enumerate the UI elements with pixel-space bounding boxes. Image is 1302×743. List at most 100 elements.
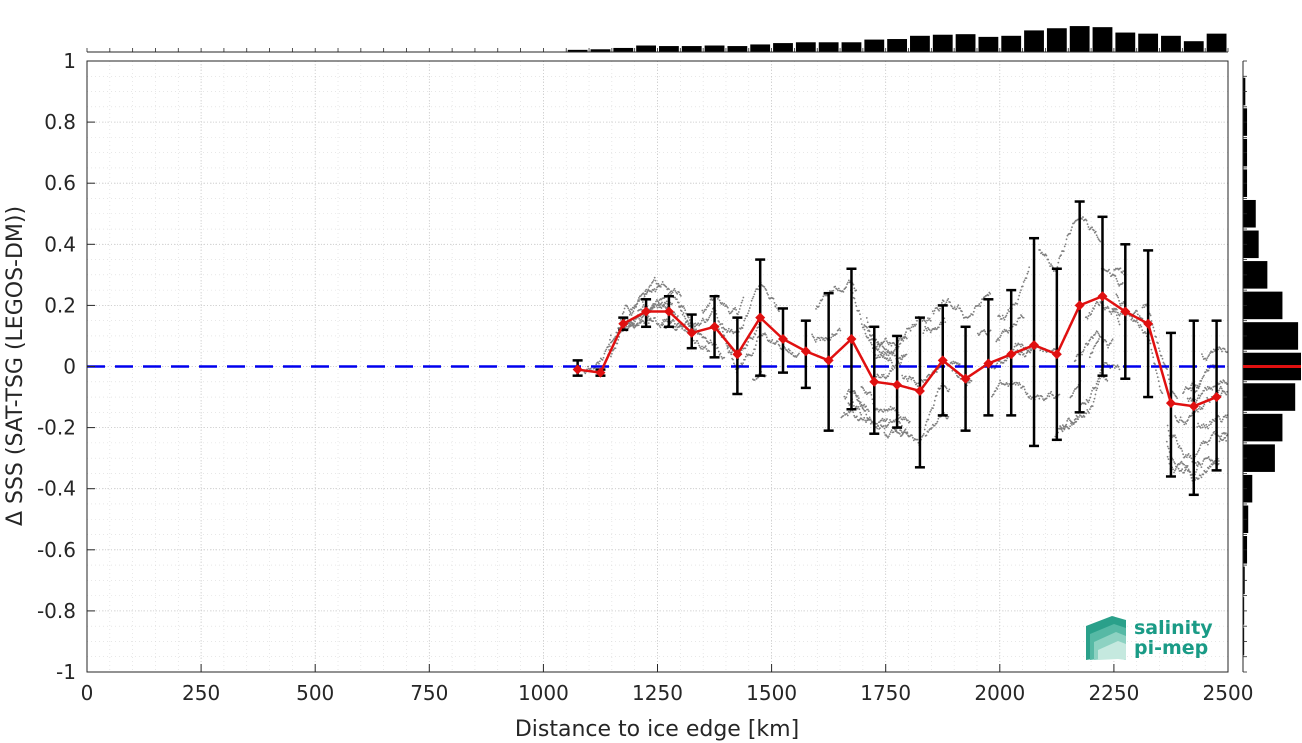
scatter-point [660,307,663,309]
x-axis-label: Distance to ice edge [km] [515,717,799,742]
scatter-point [718,328,720,331]
scatter-point [878,345,881,348]
scatter-point [880,419,883,422]
scatter-point [636,302,638,305]
right-histogram-bar [1243,474,1253,503]
scatter-point [1089,396,1092,399]
scatter-point [625,325,628,328]
scatter-point [1053,397,1056,399]
scatter-point [657,301,660,304]
top-histogram-bar [659,46,679,52]
scatter-point [893,342,896,345]
scatter-point [888,433,891,436]
scatter-point [1139,324,1142,326]
mean-point [1165,398,1176,409]
scatter-point [1107,346,1109,349]
scatter-point [626,305,629,308]
right-histogram-bar [1243,199,1256,228]
scatter-point [717,350,720,353]
scatter-point [639,319,642,322]
scatter-point [961,310,963,313]
scatter-point [1052,394,1054,397]
scatter-point [885,354,888,356]
scatter-point [1057,261,1060,264]
scatter-point [741,327,744,329]
scatter-point [883,431,886,434]
scatter-point [1022,316,1025,319]
scatter-point [751,338,754,341]
scatter-point [885,337,887,340]
top-histogram-bar [1161,35,1181,52]
scatter-point [858,418,861,421]
scatter-point [650,284,652,287]
scatter-point [628,309,631,312]
scatter-point [961,313,964,316]
scatter-point [944,386,947,388]
scatter-point [936,420,939,423]
scatter-point [903,418,906,421]
top-histogram-bar [841,42,862,52]
scatter-point [939,307,941,310]
scatter-point [1096,236,1099,239]
scatter-point [1114,275,1117,277]
scatter-point [1085,316,1088,319]
scatter-point [672,318,674,321]
scatter-point [1030,398,1033,400]
scatter-point [1209,352,1212,354]
scatter-point [1001,314,1004,317]
scatter-point [1108,344,1110,346]
scatter-point [878,351,881,353]
scatter-point [1152,356,1155,359]
scatter-point [1224,414,1227,417]
scatter-point [1149,314,1152,317]
scatter-point [1209,465,1212,468]
scatter-point [728,350,731,352]
scatter-point [1137,324,1140,327]
mean-point [618,318,629,329]
scatter-point [1085,219,1088,222]
scatter-point [1090,313,1093,315]
scatter-point [852,411,855,414]
scatter-point [1208,401,1211,404]
scatter-point [1204,371,1207,373]
scatter-point [679,294,682,297]
scatter-point [1098,380,1100,383]
scatter-point [751,297,754,300]
scatter-point [1174,469,1176,472]
scatter-point [718,353,721,356]
scatter-point [636,324,639,327]
scatter-point [635,305,638,308]
scatter-point [1020,345,1022,348]
scatter-point [898,420,901,423]
scatter-point [1005,314,1008,317]
scatter-point [923,329,926,332]
scatter-point [865,413,868,416]
scatter-point [751,354,754,357]
scatter-point [957,304,960,307]
scatter-point [1203,403,1206,406]
scatter-point [1046,395,1049,397]
scatter-point [915,323,917,326]
scatter-point [928,329,931,331]
scatter-point [753,379,756,381]
mean-point [1051,349,1062,360]
scatter-point [1217,462,1220,465]
scatter-point [1183,388,1186,391]
scatter-point [1223,348,1226,351]
scatter-point [1025,277,1028,279]
scatter-point [653,306,656,309]
scatter-point [947,390,950,393]
scatter-point [754,344,757,347]
scatter-point [870,343,873,346]
scatter-point [925,420,928,423]
scatter-point [1209,423,1212,426]
scatter-point [1061,427,1063,430]
scatter-point [632,324,635,326]
scatter-point [726,344,729,347]
scatter-point [982,298,984,301]
scatter-point [636,322,639,325]
scatter-point [749,304,752,307]
scatter-point [778,344,781,347]
scatter-point [1199,463,1202,466]
scatter-point [1181,468,1184,471]
